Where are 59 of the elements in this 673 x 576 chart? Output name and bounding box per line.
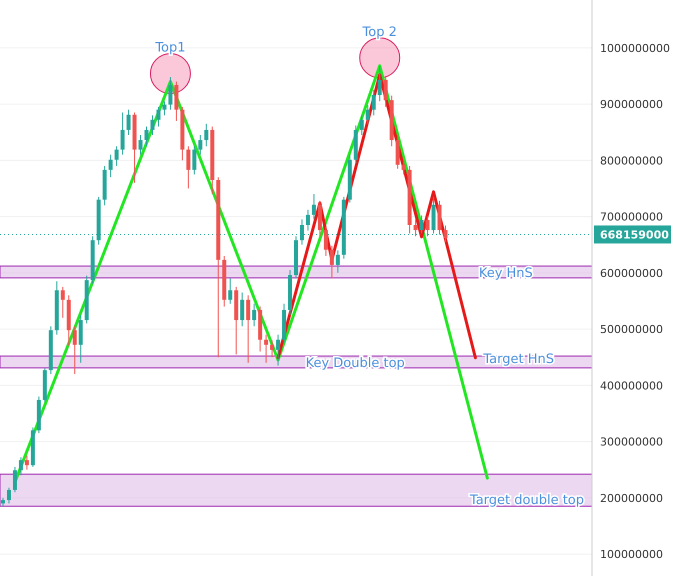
candlestick [198, 134, 202, 156]
band-label: Key HnS [478, 266, 533, 281]
candlestick [426, 216, 430, 237]
ref-line-label: 668159000 [600, 228, 670, 242]
y-tick-label: 400000000 [600, 379, 663, 392]
y-tick-label: 500000000 [600, 323, 663, 336]
candlestick [252, 303, 256, 327]
candlestick [402, 160, 406, 175]
annotation: Top1 [154, 40, 186, 56]
candlestick [276, 334, 280, 366]
y-tick-label: 700000000 [600, 210, 663, 224]
candlestick [114, 146, 119, 166]
candlestick [443, 225, 448, 242]
candlestick [372, 90, 376, 116]
candlestick [228, 278, 232, 304]
candlestick [18, 456, 23, 476]
y-tick-label: 900000000 [600, 98, 663, 112]
band-label: Target double top [468, 493, 584, 508]
candlestick [384, 75, 388, 108]
y-tick-label: 300000000 [600, 436, 663, 449]
candlestick [264, 334, 268, 364]
candlestick [366, 104, 370, 124]
candlestick [138, 134, 143, 156]
candlestick [120, 112, 125, 156]
y-tick-label: 200000000 [600, 492, 663, 505]
candlestick [168, 76, 172, 110]
candlestick [240, 292, 244, 327]
candlestick [150, 114, 154, 136]
candlestick [312, 194, 316, 220]
candlestick [162, 100, 166, 116]
y-tick-label: 100000000 [600, 548, 663, 562]
candlestick [378, 65, 382, 102]
candlestick [360, 114, 364, 136]
y-tick-label: 800000000 [600, 154, 663, 168]
candlestick [324, 226, 328, 256]
candlestick [6, 487, 11, 504]
candlestick [246, 294, 250, 364]
band-label: Key Double top [306, 356, 405, 371]
candlestick [420, 214, 424, 234]
candlestick [108, 154, 113, 178]
candlestick [414, 218, 418, 237]
candlestick [192, 146, 196, 175]
y-tick-label: 1000000000 [600, 42, 670, 55]
candlestick [336, 250, 340, 274]
candlestick [204, 123, 208, 147]
candlestick [330, 245, 334, 279]
candlestick [12, 466, 17, 493]
candlestick [24, 455, 29, 470]
candlestick [270, 340, 274, 358]
candlestick [60, 286, 65, 318]
candlestick [306, 209, 310, 232]
candlestick [144, 126, 149, 147]
candlestick [126, 109, 131, 136]
candlestick [186, 146, 190, 189]
candlestick [72, 326, 77, 375]
annotation: Top 2 [362, 24, 397, 40]
annotation: Target HnS [482, 352, 554, 367]
candlestick [156, 106, 160, 128]
y-tick-label: 600000000 [600, 266, 663, 280]
